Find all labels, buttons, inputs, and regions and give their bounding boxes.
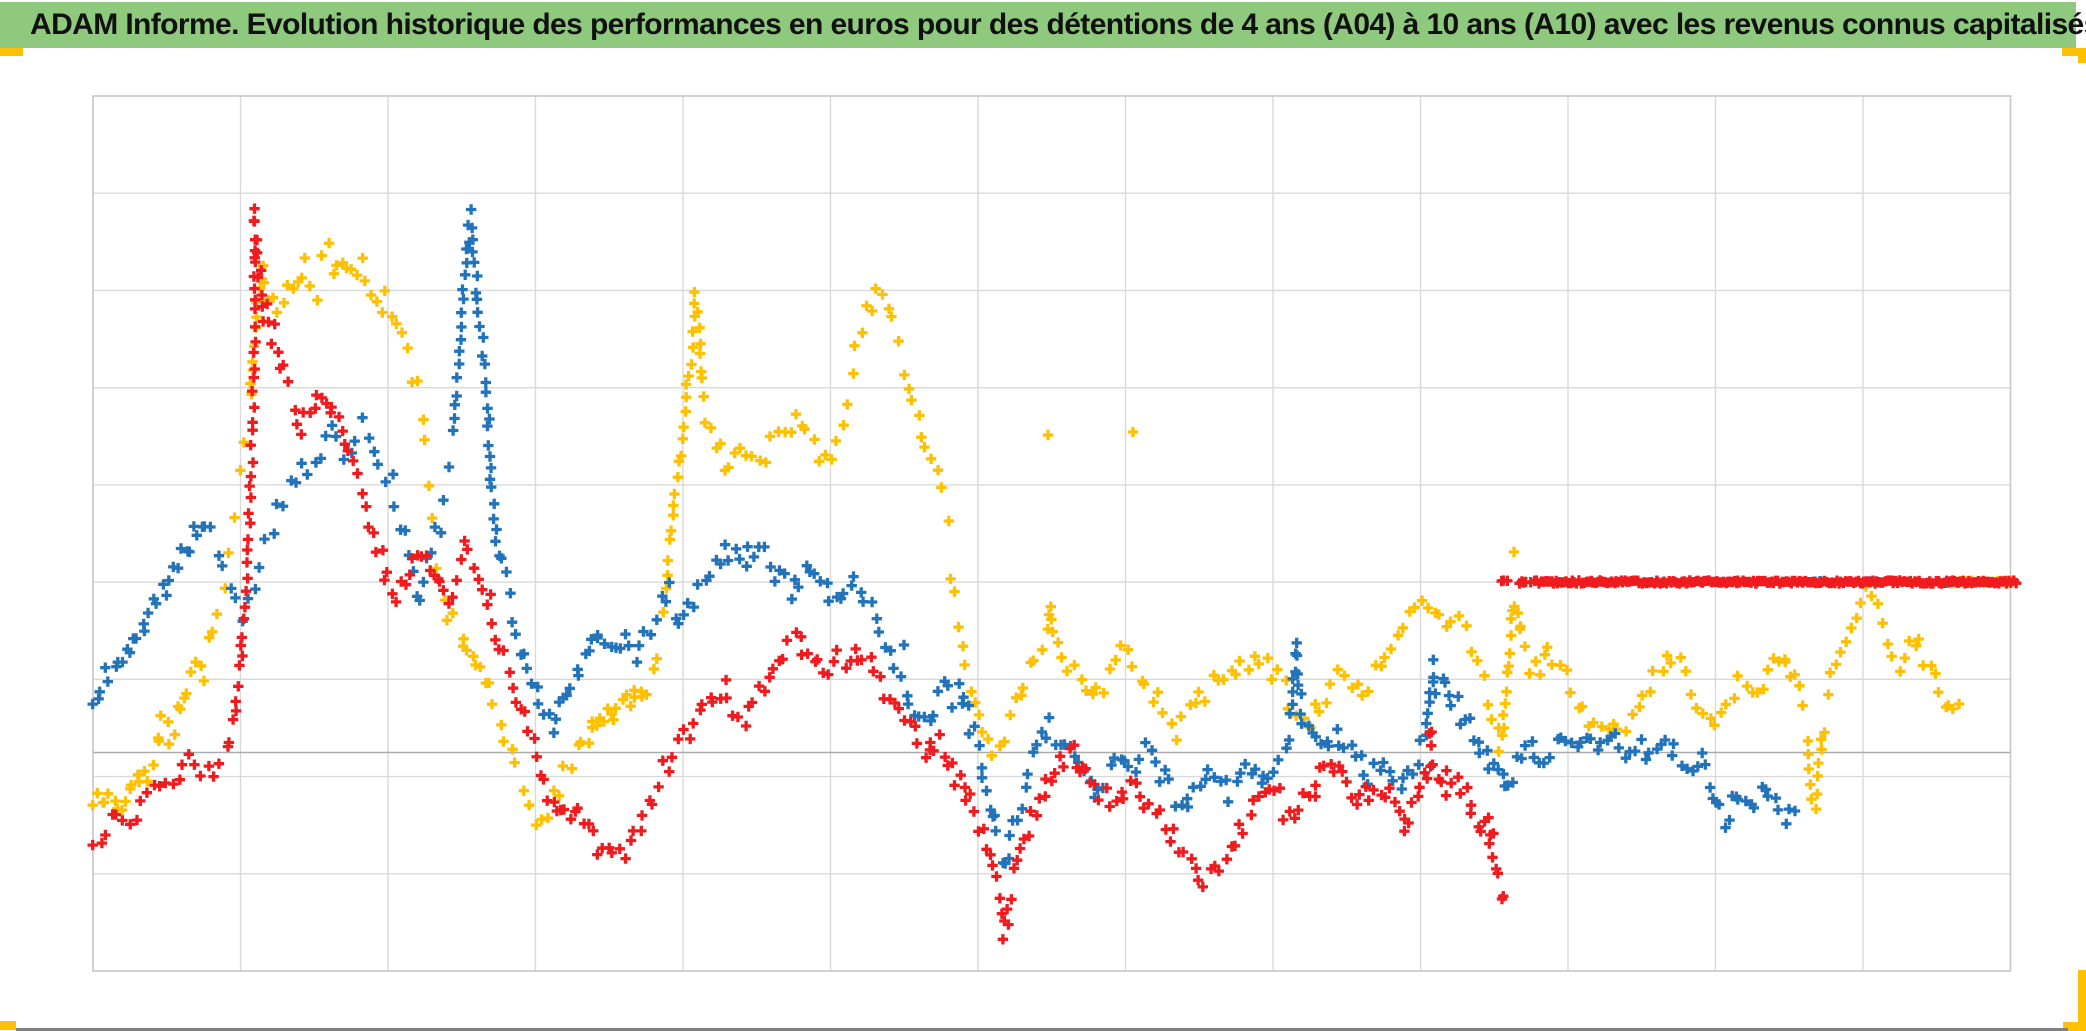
corner-accent-bottom-right-bar <box>2078 970 2086 1031</box>
series-gold-markers <box>87 238 2020 831</box>
corner-accent-bottom-right <box>2063 1022 2086 1031</box>
corner-accent-top-left <box>0 48 23 56</box>
title-bar: ADAM Informe. Evolution historique des p… <box>0 2 2086 48</box>
gridlines <box>93 96 2011 971</box>
corner-accent-top-right-tab <box>2078 48 2086 63</box>
corner-accent-top-right <box>2062 48 2086 56</box>
plot-border <box>92 95 2012 972</box>
bottom-rule <box>16 1028 2068 1031</box>
page-title: ADAM Informe. Evolution historique des p… <box>30 8 2086 41</box>
corner-accent-bottom-left <box>0 1021 16 1030</box>
series-red-markers <box>87 203 2022 945</box>
series-blue-markers <box>87 204 1969 869</box>
